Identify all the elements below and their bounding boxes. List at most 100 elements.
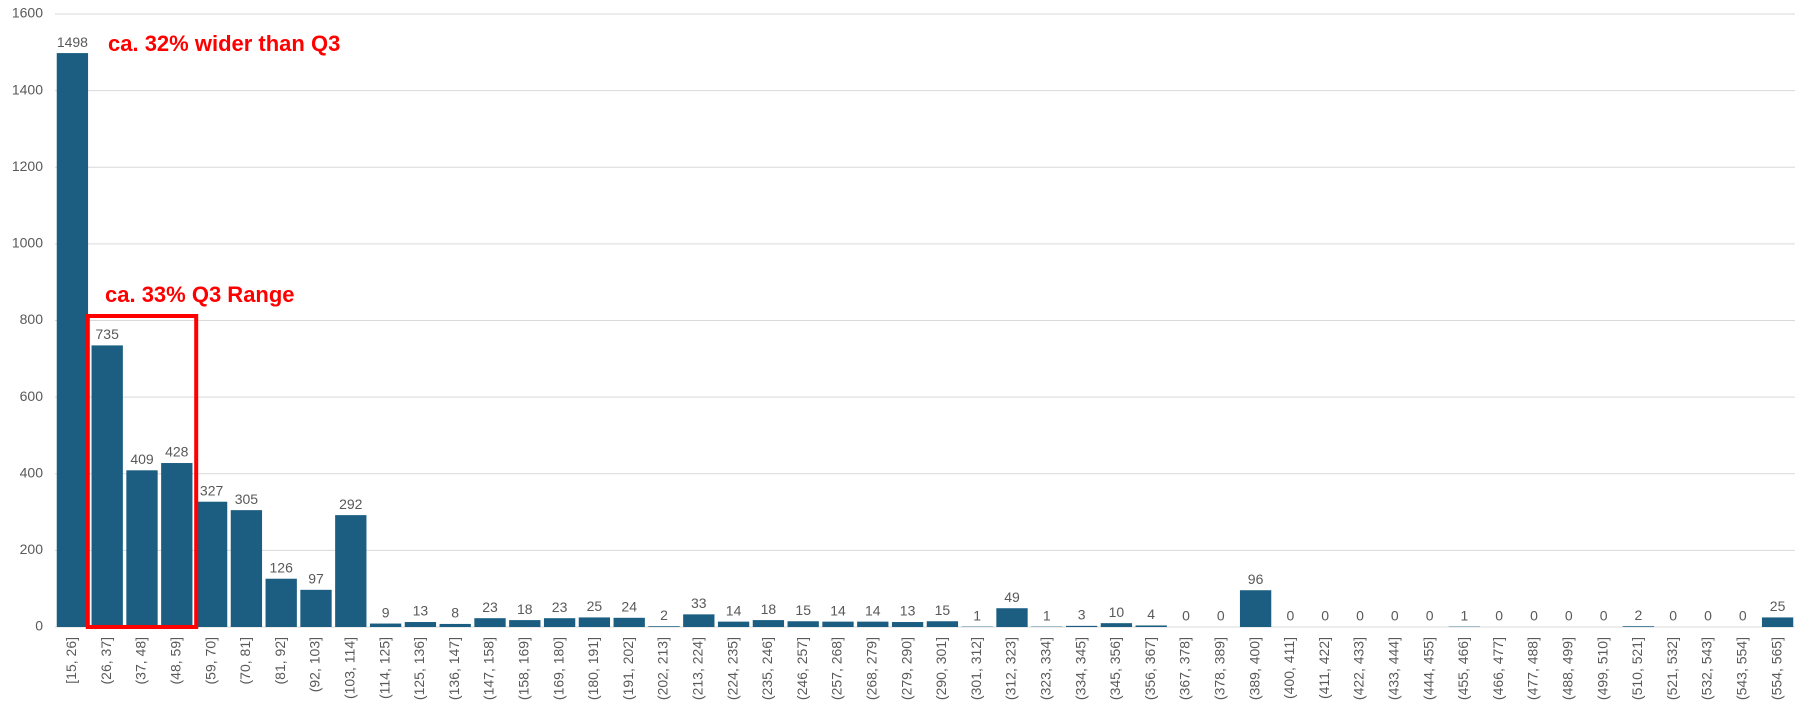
bar bbox=[439, 623, 471, 627]
data-label: 0 bbox=[1356, 608, 1364, 624]
x-tick-label: (510, 521] bbox=[1629, 637, 1645, 700]
bar bbox=[683, 614, 715, 627]
x-tick-label: (103, 114] bbox=[342, 637, 358, 699]
x-tick-label: (378, 389] bbox=[1212, 637, 1228, 700]
annotation: ca. 33% Q3 Range bbox=[105, 282, 295, 307]
x-tick-label: (257, 268] bbox=[829, 637, 845, 700]
x-tick-label: (37, 48] bbox=[133, 637, 149, 684]
data-label: 0 bbox=[1704, 608, 1712, 624]
data-label: 14 bbox=[865, 602, 881, 618]
data-label: 96 bbox=[1248, 571, 1264, 587]
y-tick-label: 600 bbox=[20, 388, 44, 404]
x-tick-label: (136, 147] bbox=[446, 637, 462, 700]
x-tick-label: (466, 477] bbox=[1490, 637, 1506, 700]
x-tick-label: (543, 554] bbox=[1734, 637, 1750, 700]
data-label: 0 bbox=[1600, 608, 1608, 624]
x-tick-label: (345, 356] bbox=[1107, 637, 1123, 700]
x-tick-label: (455, 466] bbox=[1455, 637, 1471, 700]
x-tick-label: (433, 444] bbox=[1386, 637, 1402, 700]
data-label: 9 bbox=[382, 604, 390, 620]
x-tick-label: (48, 59] bbox=[168, 637, 184, 684]
bar bbox=[787, 621, 819, 627]
data-label: 126 bbox=[270, 559, 294, 575]
data-label: 13 bbox=[900, 603, 916, 619]
x-tick-label: [15, 26] bbox=[63, 637, 79, 684]
bar bbox=[857, 621, 889, 627]
data-label: 18 bbox=[761, 601, 777, 617]
bar bbox=[509, 620, 541, 627]
y-tick-label: 1400 bbox=[12, 81, 43, 97]
highlight-box bbox=[85, 314, 199, 629]
x-tick-label: (554, 565] bbox=[1768, 637, 1784, 700]
data-label: 23 bbox=[482, 599, 498, 615]
data-label: 0 bbox=[1426, 608, 1434, 624]
bar bbox=[578, 617, 611, 627]
bar bbox=[195, 501, 228, 627]
data-label: 327 bbox=[200, 482, 224, 498]
x-tick-label: (92, 103] bbox=[307, 637, 323, 692]
x-tick-label: (202, 213] bbox=[655, 637, 671, 700]
bar bbox=[926, 621, 959, 627]
x-tick-label: (488, 499] bbox=[1560, 637, 1576, 700]
data-label: 0 bbox=[1495, 608, 1503, 624]
bar bbox=[1622, 626, 1655, 627]
y-tick-label: 1600 bbox=[12, 5, 43, 21]
bar bbox=[822, 621, 854, 627]
y-tick-label: 800 bbox=[20, 311, 44, 327]
x-tick-label: (268, 279] bbox=[864, 637, 880, 700]
data-label: 15 bbox=[935, 602, 951, 618]
data-label: 1 bbox=[1043, 607, 1051, 623]
data-label: 1 bbox=[1461, 607, 1469, 623]
data-label: 49 bbox=[1004, 589, 1020, 605]
data-label: 409 bbox=[130, 451, 154, 467]
data-label: 15 bbox=[795, 602, 811, 618]
bar bbox=[91, 345, 123, 627]
x-tick-label: (411, 422] bbox=[1316, 637, 1332, 699]
bar bbox=[56, 53, 89, 628]
x-tick-label: (323, 334] bbox=[1038, 637, 1054, 700]
data-label: 305 bbox=[235, 491, 259, 507]
data-label: 8 bbox=[451, 605, 459, 621]
bar bbox=[1135, 625, 1167, 627]
x-tick-label: (180, 191] bbox=[585, 637, 601, 700]
y-tick-label: 400 bbox=[20, 464, 44, 480]
data-label: 0 bbox=[1739, 608, 1747, 624]
x-tick-label: (26, 37] bbox=[98, 637, 114, 684]
x-tick-label: (59, 70] bbox=[202, 637, 218, 684]
x-tick-label: (125, 136] bbox=[411, 637, 427, 700]
bar bbox=[230, 510, 263, 627]
bar bbox=[265, 578, 297, 627]
x-tick-label: (114, 125] bbox=[376, 637, 392, 699]
data-label: 1 bbox=[973, 607, 981, 623]
x-tick-label: (334, 345] bbox=[1072, 637, 1088, 700]
x-tick-label: (389, 400] bbox=[1246, 637, 1262, 700]
x-tick-label: (158, 169] bbox=[516, 637, 532, 700]
data-label: 428 bbox=[165, 444, 189, 460]
x-tick-label: (169, 180] bbox=[550, 637, 566, 700]
bar bbox=[404, 622, 437, 627]
x-tick-label: (400, 411] bbox=[1281, 637, 1297, 699]
bar bbox=[300, 589, 332, 627]
annotation: ca. 32% wider than Q3 bbox=[108, 31, 340, 56]
bar bbox=[335, 515, 367, 627]
y-tick-label: 0 bbox=[35, 618, 43, 634]
data-label: 0 bbox=[1182, 608, 1190, 624]
x-tick-label: (312, 323] bbox=[1003, 637, 1019, 700]
x-tick-label: (213, 224] bbox=[690, 637, 706, 700]
x-tick-label: (81, 92] bbox=[272, 637, 288, 684]
data-label: 0 bbox=[1287, 608, 1295, 624]
bar bbox=[1239, 590, 1272, 627]
data-label: 0 bbox=[1530, 608, 1538, 624]
x-tick-label: (235, 246] bbox=[759, 637, 775, 700]
data-label: 2 bbox=[660, 607, 668, 623]
bar bbox=[126, 470, 158, 627]
x-tick-label: (521, 532] bbox=[1664, 637, 1680, 700]
x-tick-label: (356, 367] bbox=[1142, 637, 1158, 700]
x-tick-label: (191, 202] bbox=[620, 637, 636, 700]
data-label: 0 bbox=[1391, 608, 1399, 624]
bar bbox=[474, 618, 506, 627]
data-label: 33 bbox=[691, 595, 707, 611]
data-label: 25 bbox=[587, 598, 603, 614]
data-label: 0 bbox=[1217, 608, 1225, 624]
